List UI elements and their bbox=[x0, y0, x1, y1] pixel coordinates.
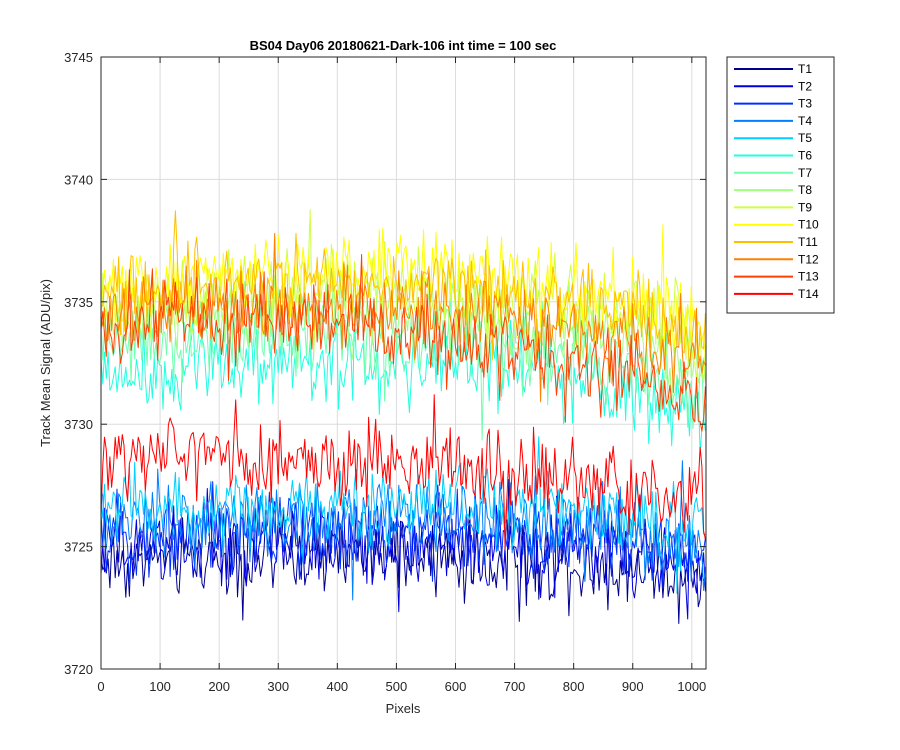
series-line-T10 bbox=[101, 224, 706, 359]
series-line-T13 bbox=[101, 254, 706, 432]
x-tick-label: 200 bbox=[208, 679, 230, 694]
series-line-T5 bbox=[101, 436, 706, 594]
legend-label-T9: T9 bbox=[798, 200, 812, 214]
y-tick-label: 3725 bbox=[64, 540, 93, 555]
legend-label-T6: T6 bbox=[798, 149, 812, 163]
axis-ticks: 0 100 200 300 400 500 600 700 800 900 1000 3720 3725… bbox=[64, 50, 706, 694]
chart-title: BS04 Day06 20180621-Dark-106 int time = … bbox=[250, 38, 557, 53]
x-tick-label: 500 bbox=[386, 679, 408, 694]
legend-label-T12: T12 bbox=[798, 252, 819, 266]
legend: T1 T2 T3 T4 T5 T6 T7 T8 T9 T10 T11 T12 T13 T14 bbox=[726, 56, 835, 314]
x-tick-label: 1000 bbox=[677, 679, 706, 694]
legend-label-T5: T5 bbox=[798, 131, 812, 145]
y-axis-label: Track Mean Signal (ADU/pix) bbox=[38, 279, 53, 447]
y-tick-label: 3740 bbox=[64, 172, 93, 187]
series-line-T4 bbox=[101, 460, 706, 601]
x-axis-label: Pixels bbox=[386, 701, 421, 716]
legend-label-T7: T7 bbox=[798, 166, 812, 180]
legend-label-T10: T10 bbox=[798, 218, 819, 232]
legend-box bbox=[726, 56, 835, 314]
series-line-T7 bbox=[101, 286, 706, 441]
x-tick-label: 800 bbox=[563, 679, 585, 694]
legend-label-T3: T3 bbox=[798, 97, 812, 111]
x-tick-label: 400 bbox=[326, 679, 348, 694]
series-line-T1 bbox=[101, 479, 706, 624]
y-tick-label: 3730 bbox=[64, 417, 93, 432]
y-tick-label: 3735 bbox=[64, 295, 93, 310]
legend-label-T13: T13 bbox=[798, 270, 819, 284]
legend-label-T2: T2 bbox=[798, 79, 812, 93]
legend-label-T4: T4 bbox=[798, 114, 812, 128]
y-tick-label: 3745 bbox=[64, 50, 93, 65]
series-line-T14 bbox=[101, 394, 706, 550]
series-line-T11 bbox=[101, 210, 706, 367]
legend-label-T14: T14 bbox=[798, 287, 819, 301]
series-group bbox=[101, 209, 706, 624]
axes-box bbox=[100, 56, 707, 670]
x-tick-label: 700 bbox=[504, 679, 526, 694]
x-tick-label: 900 bbox=[622, 679, 644, 694]
y-tick-label: 3720 bbox=[64, 662, 93, 677]
legend-label-T8: T8 bbox=[798, 183, 812, 197]
x-tick-label: 600 bbox=[445, 679, 467, 694]
legend-label-T1: T1 bbox=[798, 62, 812, 76]
x-tick-label: 0 bbox=[97, 679, 104, 694]
x-tick-label: 100 bbox=[149, 679, 171, 694]
x-tick-label: 300 bbox=[267, 679, 289, 694]
legend-label-T11: T11 bbox=[798, 235, 818, 249]
